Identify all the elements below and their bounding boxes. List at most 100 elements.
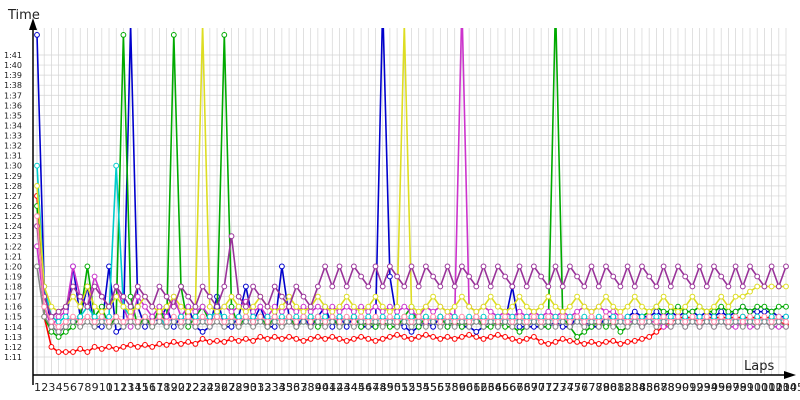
- y-tick-label: 1:35: [4, 111, 22, 120]
- data-point: [221, 32, 228, 38]
- data-point: [293, 283, 300, 290]
- data-point: [163, 313, 170, 320]
- data-point: [279, 318, 285, 325]
- data-point: [675, 303, 681, 310]
- data-point: [358, 334, 365, 340]
- data-point: [545, 308, 552, 315]
- data-point: [120, 318, 127, 325]
- data-point: [775, 318, 782, 325]
- data-point: [185, 303, 192, 310]
- data-point: [199, 318, 206, 325]
- x-tick-label: 86: [646, 381, 660, 394]
- data-point: [149, 318, 156, 325]
- data-point: [264, 336, 271, 342]
- data-point: [192, 313, 199, 320]
- data-point: [423, 318, 429, 325]
- data-point: [567, 303, 573, 310]
- data-point: [552, 318, 559, 325]
- data-point: [559, 323, 566, 330]
- data-point: [322, 263, 329, 270]
- data-point: [394, 313, 401, 320]
- data-point: [667, 308, 674, 315]
- y-tick-label: 1:13: [4, 333, 22, 342]
- data-point: [170, 303, 177, 310]
- data-point: [423, 263, 429, 270]
- data-point: [315, 283, 321, 290]
- data-point: [343, 318, 350, 325]
- data-point: [185, 339, 192, 345]
- data-point: [725, 323, 732, 330]
- x-tick-label: 90: [675, 381, 689, 394]
- data-point: [581, 318, 588, 325]
- data-point: [279, 336, 285, 342]
- data-point: [120, 293, 127, 300]
- data-point: [365, 303, 372, 310]
- data-point: [675, 263, 681, 270]
- x-tick-label: 36: [286, 381, 300, 394]
- data-point: [423, 332, 429, 338]
- data-point: [761, 308, 768, 315]
- data-point: [192, 323, 199, 330]
- data-point: [509, 303, 516, 310]
- data-point: [430, 273, 437, 280]
- y-tick-label: 1:11: [4, 353, 22, 362]
- data-point: [531, 263, 537, 270]
- data-point: [98, 308, 105, 315]
- data-point: [264, 318, 271, 325]
- data-point: [84, 318, 91, 325]
- data-point: [127, 293, 134, 300]
- data-point: [725, 313, 732, 320]
- x-tick-label: 54: [416, 381, 430, 394]
- data-point: [466, 323, 473, 330]
- data-point: [631, 313, 638, 320]
- data-point: [502, 308, 509, 315]
- data-point: [134, 318, 141, 325]
- data-point: [617, 313, 624, 320]
- data-point: [689, 318, 696, 325]
- data-point: [574, 339, 580, 345]
- data-point: [466, 273, 473, 280]
- x-tick-label: 2: [41, 381, 48, 394]
- x-tick-label: 73: [553, 381, 567, 394]
- data-point: [667, 303, 674, 310]
- data-point: [675, 318, 681, 325]
- data-point: [48, 323, 55, 330]
- data-point: [34, 213, 40, 220]
- data-point: [675, 308, 681, 315]
- data-point: [646, 313, 653, 320]
- x-tick-label: 20: [171, 381, 185, 394]
- data-point: [365, 308, 372, 315]
- data-point: [336, 263, 343, 270]
- data-point: [163, 293, 170, 300]
- data-point: [55, 349, 62, 355]
- y-tick-label: 1:12: [4, 343, 22, 352]
- data-point: [257, 293, 264, 300]
- data-point: [372, 318, 379, 325]
- data-point: [149, 313, 156, 320]
- y-tick-label: 1:32: [4, 142, 22, 151]
- data-point: [617, 283, 624, 290]
- data-point: [170, 293, 177, 300]
- data-point: [243, 303, 249, 310]
- data-point: [343, 323, 350, 330]
- data-point: [761, 313, 768, 320]
- data-point: [473, 308, 480, 315]
- data-point: [149, 323, 156, 330]
- data-point: [495, 263, 501, 270]
- data-point: [250, 308, 257, 315]
- data-point: [379, 318, 386, 325]
- data-point: [170, 318, 177, 325]
- data-point: [77, 313, 84, 320]
- data-point: [653, 328, 660, 335]
- data-point: [567, 323, 573, 330]
- data-point: [235, 318, 242, 325]
- data-point: [718, 303, 725, 310]
- data-point: [646, 318, 653, 325]
- data-point: [372, 338, 379, 344]
- data-point: [552, 303, 559, 310]
- data-point: [264, 303, 271, 310]
- data-point: [502, 318, 509, 325]
- data-point: [487, 313, 494, 320]
- data-point: [480, 263, 487, 270]
- data-point: [279, 323, 285, 330]
